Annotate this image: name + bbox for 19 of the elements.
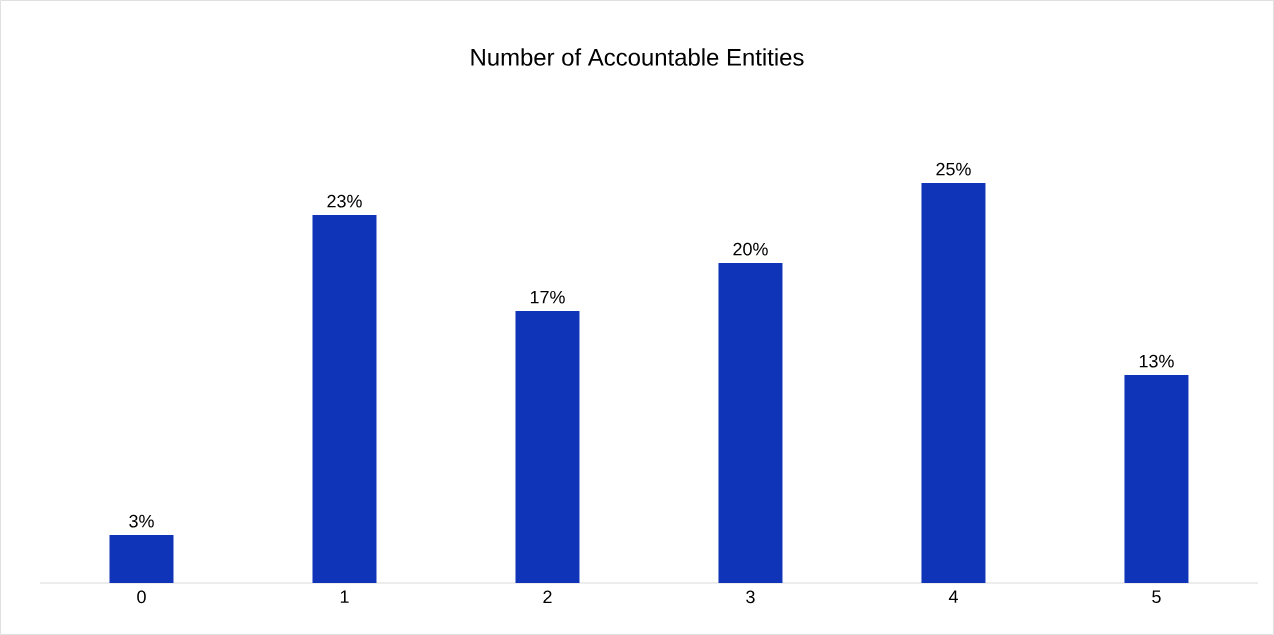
data-label: 23% <box>327 194 362 208</box>
data-label: 17% <box>530 290 565 304</box>
data-label: 13% <box>1139 354 1174 368</box>
bar <box>921 183 986 583</box>
x-tick-label: 5 <box>1152 590 1161 604</box>
data-label: 3% <box>129 514 154 528</box>
x-tick-label: 1 <box>340 590 349 603</box>
bar <box>718 263 783 583</box>
x-tick-label: 4 <box>948 590 958 603</box>
data-label: 25% <box>936 162 971 176</box>
bar <box>109 535 174 583</box>
bar <box>515 311 580 583</box>
bar <box>312 215 377 583</box>
bar <box>1124 375 1189 583</box>
x-tick-label: 0 <box>137 590 146 604</box>
chart-title: Number of Accountable Entities <box>471 48 804 66</box>
x-tick-label: 3 <box>746 590 755 604</box>
data-label: 20% <box>733 242 768 256</box>
x-tick-label: 2 <box>543 590 552 604</box>
